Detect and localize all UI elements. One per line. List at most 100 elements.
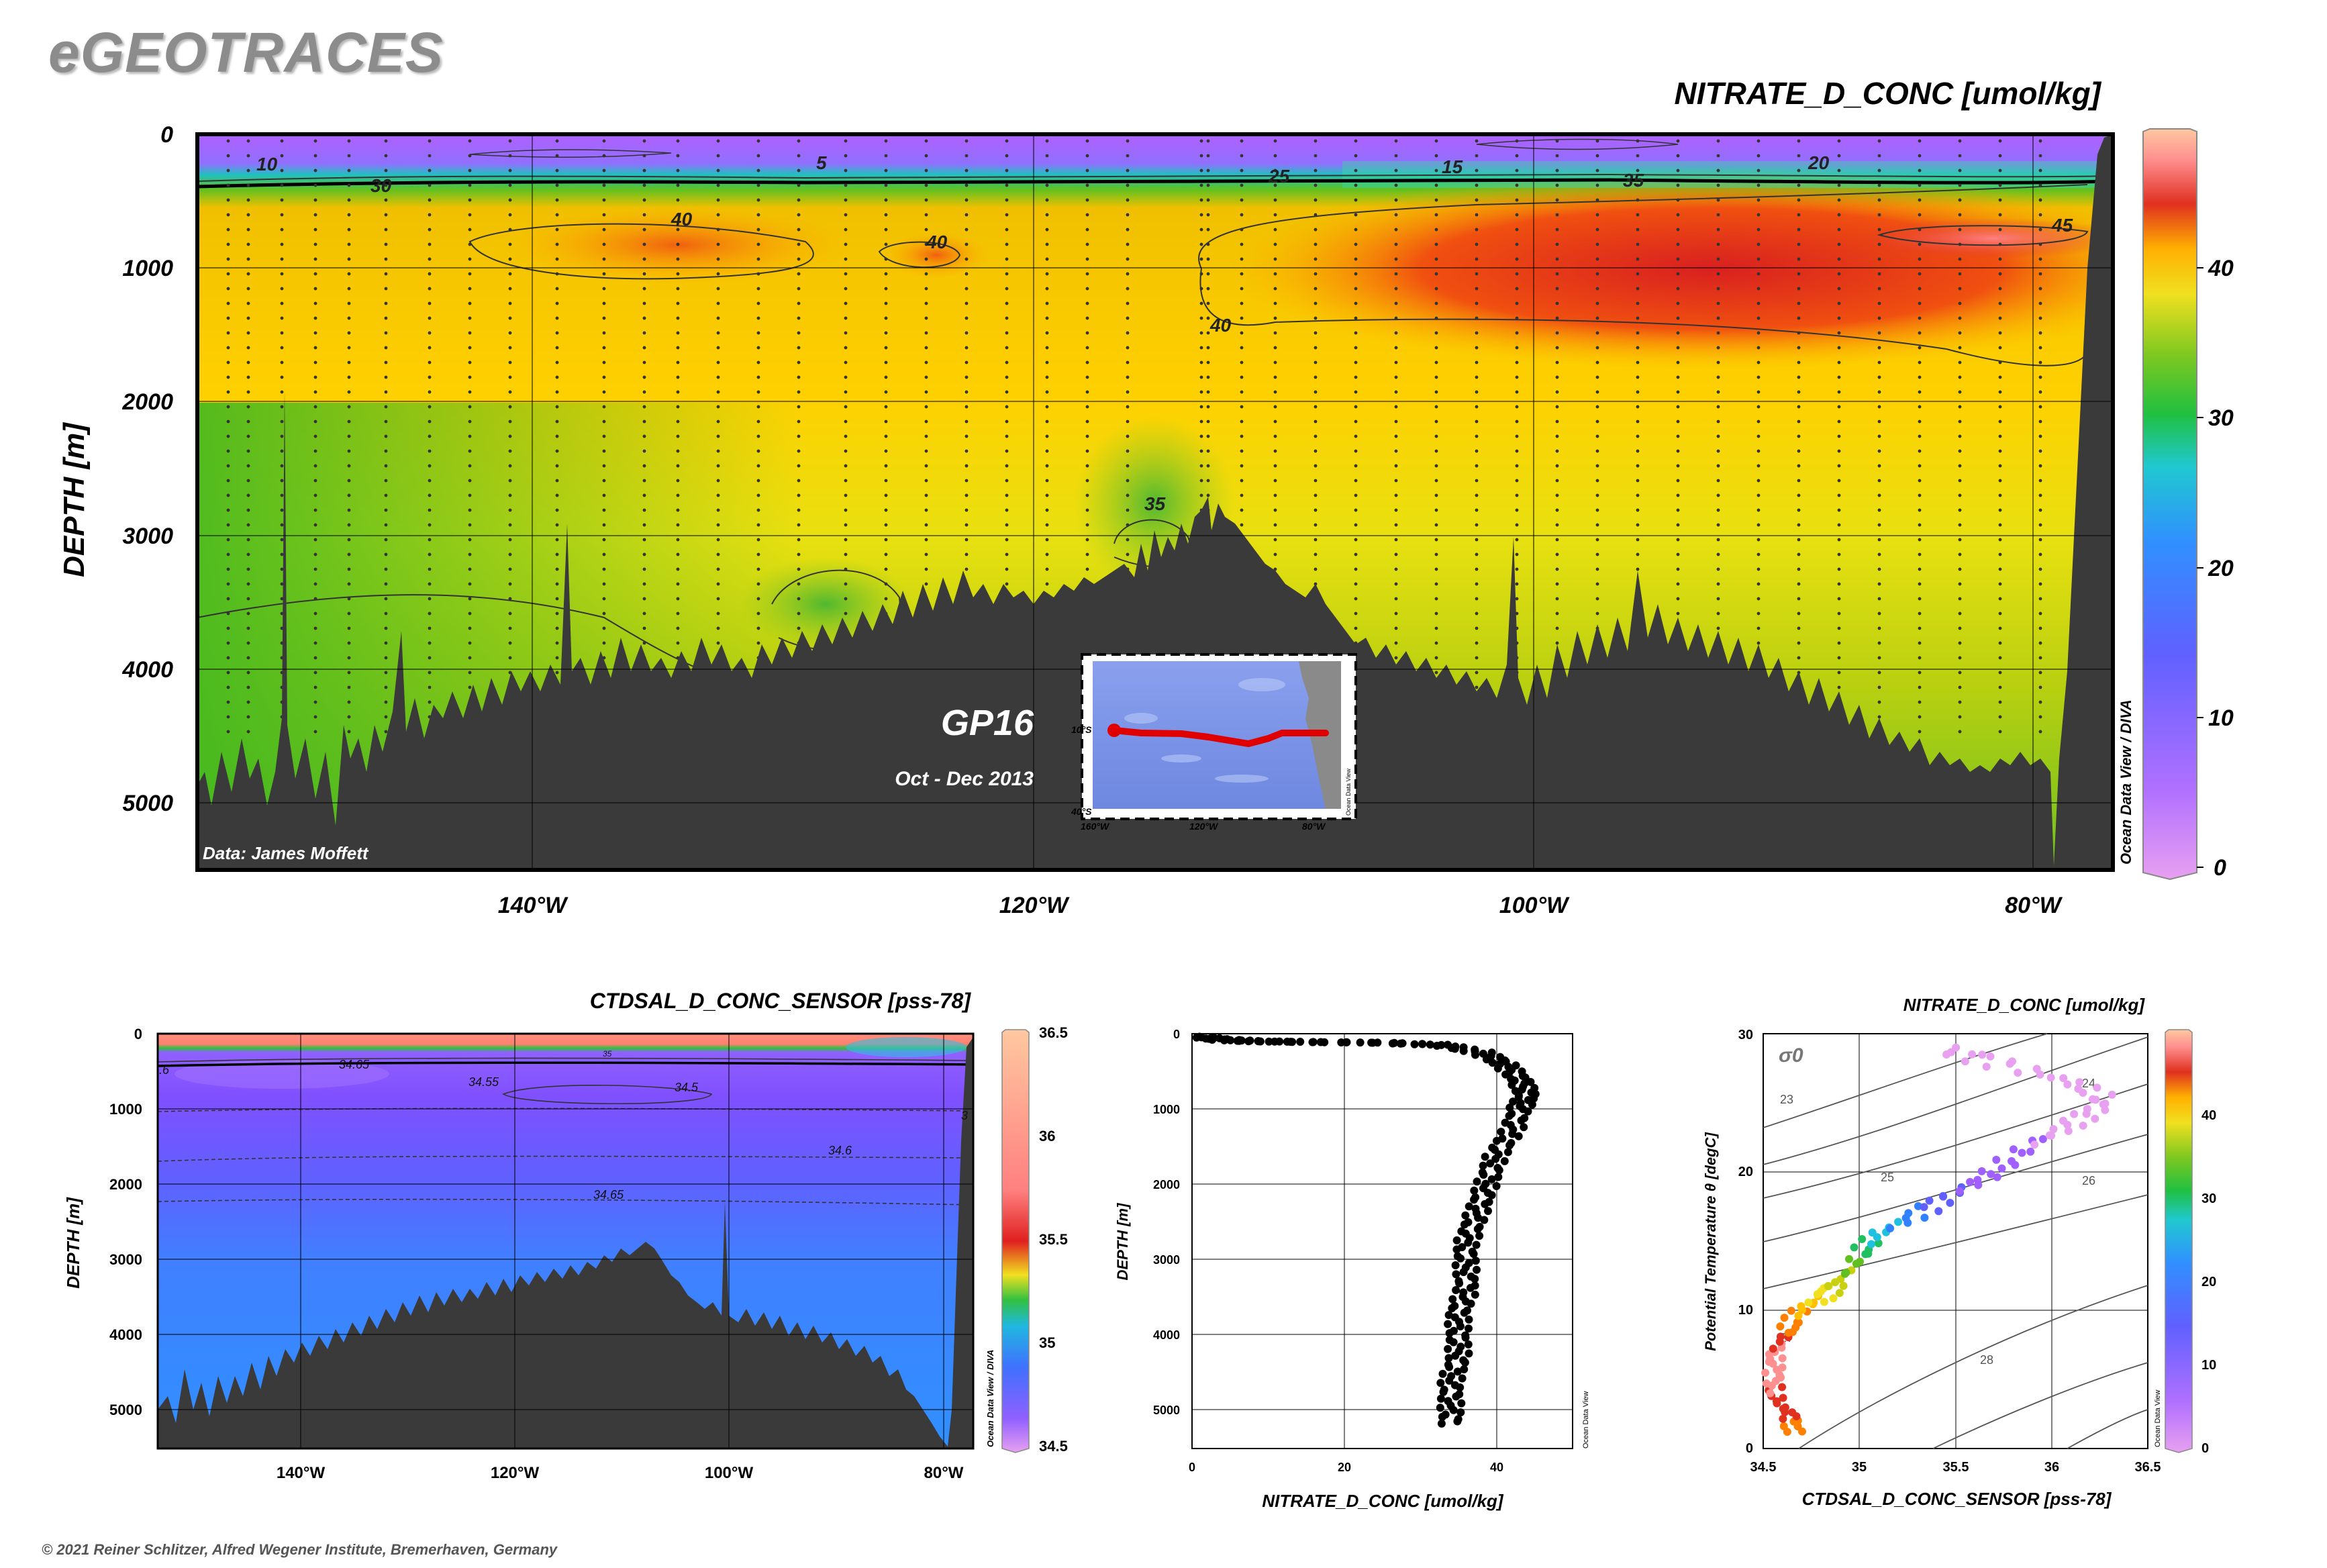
sample-dot <box>642 420 646 424</box>
sample-dot <box>756 626 760 630</box>
sample-dot <box>844 390 848 394</box>
sample-dot <box>642 552 646 556</box>
sample-dot <box>1958 464 1962 468</box>
sample-dot <box>1240 228 1244 232</box>
sample-dot <box>555 508 559 512</box>
sample-dot <box>1958 552 1962 556</box>
sample-dot <box>1475 626 1479 630</box>
sample-dot <box>1958 154 1962 158</box>
sample-dot <box>1555 287 1559 291</box>
colorbar-tick: 30 <box>2208 405 2234 431</box>
profile-point <box>1518 1085 1526 1094</box>
sample-dot <box>1005 272 1009 276</box>
sample-dot <box>1918 715 1922 719</box>
sample-dot <box>1434 287 1438 291</box>
sample-dot <box>347 552 351 556</box>
sample-dot <box>797 523 801 527</box>
sample-dot <box>1958 228 1962 232</box>
sample-dot <box>756 641 760 645</box>
sample-dot <box>1354 405 1358 409</box>
sample-dot <box>1199 213 1203 217</box>
sample-dot <box>1394 360 1398 364</box>
profile-point <box>1456 1408 1465 1417</box>
sample-dot <box>1394 183 1398 187</box>
sample-dot <box>555 449 559 453</box>
profile-point <box>1436 1394 1445 1403</box>
sample-dot <box>313 154 317 158</box>
sample-dot <box>844 331 848 335</box>
sample-dot <box>1595 346 1599 350</box>
sample-dot <box>1998 316 2002 320</box>
sample-dot <box>1240 198 1244 202</box>
sample-dot <box>1756 375 1761 379</box>
sample-dot <box>1126 479 1130 483</box>
sample-dot <box>602 316 606 320</box>
sample-dot <box>1475 671 1479 675</box>
sample-dot <box>1877 228 1881 232</box>
sample-dot <box>716 375 720 379</box>
sample-dot <box>1126 405 1130 409</box>
sample-dot <box>347 405 351 409</box>
sample-dot <box>884 360 888 364</box>
ts-point <box>2083 1105 2091 1114</box>
sample-dot <box>924 508 928 512</box>
sample-dot <box>756 420 760 424</box>
sample-dot <box>1636 139 1640 143</box>
sample-dot <box>1877 301 1881 305</box>
sample-dot <box>1797 567 1801 571</box>
sample-dot <box>384 567 388 571</box>
sample-dot <box>313 685 317 689</box>
sample-dot <box>1434 257 1438 261</box>
sample-dot <box>555 626 559 630</box>
sample-dot <box>1918 434 1922 438</box>
sample-dot <box>347 700 351 704</box>
sample-dot <box>1837 597 1841 601</box>
sample-dot <box>1797 360 1801 364</box>
sample-dot <box>1434 301 1438 305</box>
sample-dot <box>1958 420 1962 424</box>
sample-dot <box>1555 360 1559 364</box>
sample-dot <box>602 449 606 453</box>
sample-dot <box>1434 316 1438 320</box>
sample-dot <box>1434 626 1438 630</box>
sample-dot <box>1240 434 1244 438</box>
sample-dot <box>1676 390 1680 394</box>
sample-dot <box>1005 493 1009 497</box>
sample-dot <box>964 257 969 261</box>
sample-dot <box>384 479 388 483</box>
sample-dot <box>797 360 801 364</box>
sample-dot <box>602 493 606 497</box>
sample-dot <box>1958 656 1962 660</box>
sample-dot <box>1005 242 1009 246</box>
sample-dot <box>642 390 646 394</box>
colorbar-caption: Ocean Data View / DIVA <box>2118 699 2134 865</box>
sample-dot <box>602 154 606 158</box>
sample-dot <box>428 228 432 232</box>
profile-point <box>1528 1100 1536 1109</box>
sample-dot <box>226 434 230 438</box>
sample-dot <box>1636 567 1640 571</box>
profile-point <box>1509 1097 1518 1106</box>
sample-dot <box>1206 331 1210 335</box>
sample-dot <box>1045 523 1049 527</box>
x-tick-label: 80°W <box>924 1464 964 1482</box>
sample-dot <box>2038 272 2042 276</box>
sample-dot <box>555 287 559 291</box>
sample-dot <box>676 434 680 438</box>
sample-dot <box>347 685 351 689</box>
sample-dot <box>428 301 432 305</box>
sample-dot <box>924 213 928 217</box>
profile-point <box>1432 1042 1441 1050</box>
sample-dot <box>384 538 388 542</box>
colorbar-tick: 34.5 <box>1039 1438 1068 1455</box>
sample-dot <box>1756 611 1761 616</box>
sample-dot <box>428 257 432 261</box>
sample-dot <box>1756 420 1761 424</box>
sample-dot <box>1958 715 1962 719</box>
profile-point <box>1460 1220 1469 1229</box>
sample-dot <box>246 183 250 187</box>
sample-dot <box>347 168 351 173</box>
sample-dot <box>1595 597 1599 601</box>
profile-point <box>1514 1132 1523 1140</box>
sample-dot <box>347 287 351 291</box>
